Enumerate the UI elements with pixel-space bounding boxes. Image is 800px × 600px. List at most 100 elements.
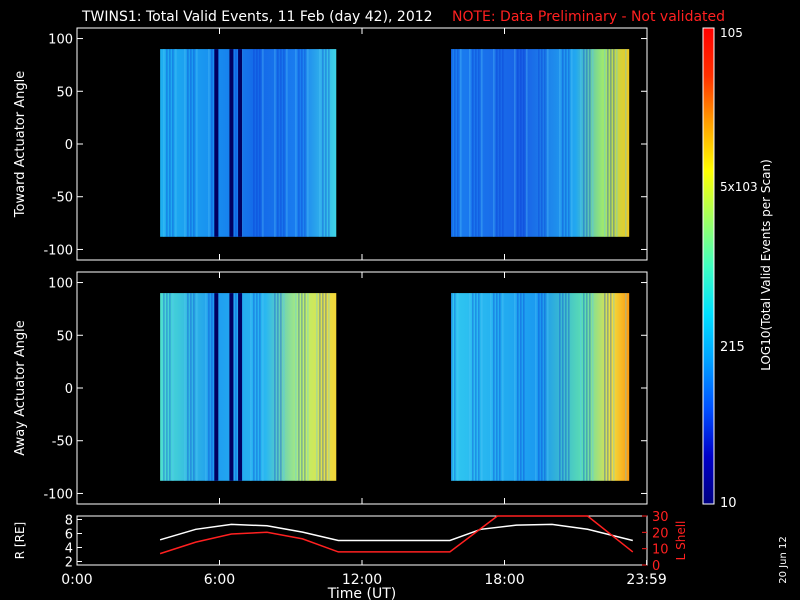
heatmap-streak <box>274 293 276 481</box>
heatmap-streak <box>496 293 498 481</box>
heatmap-streak <box>166 293 168 481</box>
heatmap-streak <box>520 49 522 237</box>
heatmap-streak <box>211 293 213 481</box>
heatmap-streak <box>610 293 612 481</box>
heatmap-streak <box>280 293 282 481</box>
heatmap-streak <box>478 293 480 481</box>
heatmap-streak <box>172 49 174 237</box>
heatmap-streak <box>259 49 261 237</box>
y-axis-label: Toward Actuator Angle <box>13 71 28 218</box>
heatmap-streak <box>328 293 330 481</box>
x-axis-label: Time (UT) <box>327 586 396 600</box>
heatmap-streak <box>295 293 297 481</box>
y-right-tick-label: 10 <box>652 543 669 558</box>
heatmap-streak <box>499 293 501 481</box>
heatmap-streak <box>469 49 471 237</box>
heatmap-streak <box>613 293 615 481</box>
heatmap-streak <box>283 293 285 481</box>
heatmap-streak <box>274 49 276 237</box>
heatmap-streak <box>475 49 477 237</box>
y-axis-label: R [RE] <box>13 522 27 559</box>
heatmap-streak <box>592 49 594 237</box>
heatmap-streak <box>196 293 198 481</box>
heatmap-streak <box>523 49 525 237</box>
away-angle-panel: 100 50 0 -50 -100 Away Actuator Angle <box>13 271 648 505</box>
heatmap-streak <box>451 293 453 481</box>
heatmap-streak <box>328 49 330 237</box>
heatmap-streak <box>538 49 540 237</box>
heatmap-streak <box>460 49 462 237</box>
date-stamp: 20 Jun 12 <box>778 536 789 583</box>
heatmap-streak <box>490 293 492 481</box>
data-gap <box>229 293 234 481</box>
y-tick-label: -50 <box>52 191 73 206</box>
heatmap-streak <box>481 293 483 481</box>
heatmap-streak <box>208 293 210 481</box>
y-tick-label: 0 <box>65 382 73 397</box>
heatmap-streak <box>541 49 543 237</box>
heatmap-streak <box>547 49 549 237</box>
heatmap-streak <box>259 293 261 481</box>
heatmap-streak <box>169 49 171 237</box>
heatmap-streak <box>283 49 285 237</box>
heatmap-streak <box>280 49 282 237</box>
heatmap-streak <box>253 49 255 237</box>
colorbar-tick-215: 215 <box>720 340 745 355</box>
heatmap-streak <box>253 293 255 481</box>
toward-angle-panel: 100 50 0 -50 -100 Toward Actuator Angle <box>13 27 648 261</box>
heatmap-streak <box>604 293 606 481</box>
heatmap-streak <box>304 49 306 237</box>
heatmap-streak <box>580 49 582 237</box>
heatmap-streak <box>325 49 327 237</box>
heatmap-streak <box>295 49 297 237</box>
heatmap-streak <box>502 49 504 237</box>
heatmap-streak <box>250 293 252 481</box>
heatmap-streak <box>172 293 174 481</box>
heatmap-streak <box>589 293 591 481</box>
heatmap-streak <box>307 293 309 481</box>
y-tick-label: 50 <box>56 85 73 100</box>
data-note: NOTE: Data Preliminary - Not validated <box>452 9 725 25</box>
heatmap-streak <box>499 49 501 237</box>
heatmap-streak <box>307 49 309 237</box>
heatmap-streak <box>562 49 564 237</box>
heatmap-streak <box>586 293 588 481</box>
heatmap-streak <box>535 293 537 481</box>
heatmap-streak <box>301 49 303 237</box>
heatmap-streak <box>502 293 504 481</box>
heatmap-streak <box>586 49 588 237</box>
heatmap-streak <box>454 49 456 237</box>
heatmap-streak <box>541 293 543 481</box>
heatmap-streak <box>514 49 516 237</box>
heatmap-streak <box>163 49 165 237</box>
heatmap-streak <box>193 293 195 481</box>
heatmap-streak <box>520 293 522 481</box>
heatmap-streak <box>457 293 459 481</box>
heatmap-streak <box>322 293 324 481</box>
y-tick-label: 50 <box>56 329 73 344</box>
y-tick-label: -100 <box>43 243 73 258</box>
heatmap-streak <box>262 293 264 481</box>
heatmap-streak <box>187 293 189 481</box>
heatmap-streak <box>211 49 213 237</box>
heatmap-streak <box>565 293 567 481</box>
heatmap-streak <box>193 49 195 237</box>
heatmap-streak <box>454 293 456 481</box>
heatmap-streak <box>493 49 495 237</box>
heatmap-streak <box>568 293 570 481</box>
heatmap-streak <box>580 293 582 481</box>
data-gap <box>229 49 234 237</box>
heatmap-streak <box>190 293 192 481</box>
heatmap-streak <box>190 49 192 237</box>
heatmap-streak <box>607 293 609 481</box>
colorbar-tick-105: 105 <box>720 26 743 40</box>
heatmap-streak <box>205 293 207 481</box>
y-right-tick-label: 30 <box>652 510 669 525</box>
heatmap-streak <box>589 49 591 237</box>
heatmap-streak <box>565 49 567 237</box>
colorbar-label: LOG10(Total Valid Events per Scan) <box>759 159 773 371</box>
heatmap-streak <box>544 49 546 237</box>
heatmap-streak <box>613 49 615 237</box>
colorbar: 10 215 5x103 105 LOG10(Total Valid Event… <box>702 26 773 511</box>
